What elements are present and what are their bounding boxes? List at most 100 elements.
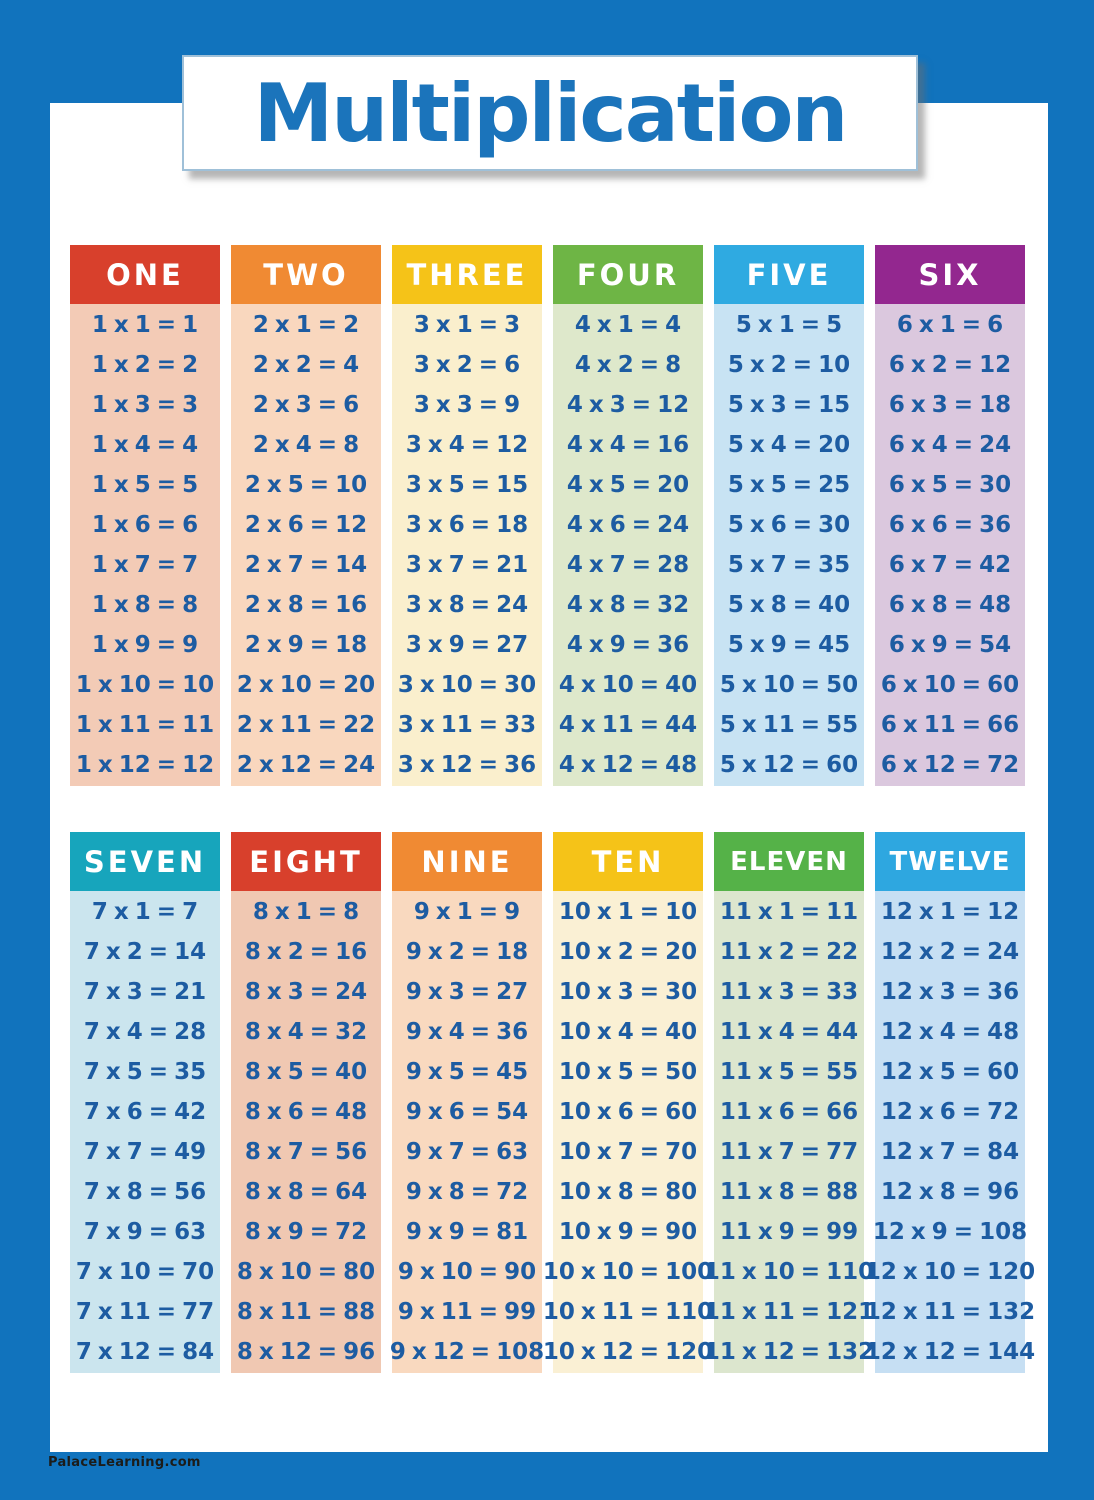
fact-cell: 9 x 7 = 63 [405,1139,529,1165]
fact-cell: 6 x 9 = 54 [888,632,1012,658]
fact-cell: 2 x 4 = 8 [252,432,360,458]
fact-cell: 7 x 11 = 77 [75,1299,215,1325]
fact-cell: 12 x 9 = 108 [872,1219,1028,1245]
fact-cell: 7 x 2 = 14 [83,939,207,965]
fact-cell: 7 x 5 = 35 [83,1059,207,1085]
fact-cell: 9 x 12 = 108 [389,1339,545,1365]
fact-cell: 9 x 1 = 9 [413,899,521,925]
column-twelve: TWELVE 12 x 1 = 12 12 x 2 = 24 12 x 3 = 36 1… [864,832,1036,1373]
fact-cell: 5 x 7 = 35 [727,552,851,578]
column-six-header: SIX [875,245,1025,304]
column-three-header: THREE [392,245,542,304]
fact-cell: 11 x 11 = 121 [703,1299,875,1325]
fact-cell: 2 x 7 = 14 [244,552,368,578]
fact-cell: 10 x 6 = 60 [558,1099,698,1125]
fact-cell: 8 x 9 = 72 [244,1219,368,1245]
fact-cell: 9 x 2 = 18 [405,939,529,965]
column-seven-body: 7 x 1 = 7 7 x 2 = 14 7 x 3 = 21 7 x 4 = 28 7… [70,891,220,1373]
fact-cell: 4 x 4 = 16 [566,432,690,458]
fact-cell: 10 x 7 = 70 [558,1139,698,1165]
fact-cell: 8 x 8 = 64 [244,1179,368,1205]
fact-cell: 3 x 8 = 24 [405,592,529,618]
fact-cell: 12 x 5 = 60 [880,1059,1020,1085]
column-twelve-header: TWELVE [875,832,1025,891]
fact-cell: 5 x 11 = 55 [719,712,859,738]
fact-cell: 12 x 12 = 144 [864,1339,1036,1365]
fact-cell: 7 x 6 = 42 [83,1099,207,1125]
fact-cell: 2 x 10 = 20 [236,672,376,698]
fact-cell: 12 x 6 = 72 [880,1099,1020,1125]
fact-cell: 11 x 6 = 66 [719,1099,859,1125]
fact-cell: 2 x 3 = 6 [252,392,360,418]
fact-cell: 12 x 2 = 24 [880,939,1020,965]
fact-cell: 1 x 5 = 5 [91,472,199,498]
fact-cell: 1 x 6 = 6 [91,512,199,538]
column-eleven: ELEVEN 11 x 1 = 11 11 x 2 = 22 11 x 3 = 33 1… [703,832,875,1373]
fact-cell: 1 x 8 = 8 [91,592,199,618]
fact-cell: 1 x 1 = 1 [91,312,199,338]
fact-cell: 2 x 12 = 24 [236,752,376,778]
column-five-header: FIVE [714,245,864,304]
title-box: Multiplication [182,55,918,171]
column-two-body: 2 x 1 = 2 2 x 2 = 4 2 x 3 = 6 2 x 4 = 8 2 x … [231,304,381,786]
fact-cell: 2 x 5 = 10 [244,472,368,498]
fact-cell: 10 x 1 = 10 [558,899,698,925]
fact-cell: 4 x 8 = 32 [566,592,690,618]
fact-cell: 6 x 7 = 42 [888,552,1012,578]
fact-cell: 5 x 10 = 50 [719,672,859,698]
fact-cell: 5 x 5 = 25 [727,472,851,498]
fact-cell: 1 x 12 = 12 [75,752,215,778]
fact-cell: 7 x 9 = 63 [83,1219,207,1245]
fact-cell: 6 x 4 = 24 [888,432,1012,458]
column-five: FIVE 5 x 1 = 5 5 x 2 = 10 5 x 3 = 15 5 x 4 =… [714,245,864,786]
fact-cell: 3 x 12 = 36 [397,752,537,778]
fact-cell: 4 x 5 = 20 [566,472,690,498]
fact-cell: 4 x 6 = 24 [566,512,690,538]
fact-cell: 3 x 2 = 6 [413,352,521,378]
fact-cell: 7 x 7 = 49 [83,1139,207,1165]
fact-cell: 9 x 6 = 54 [405,1099,529,1125]
fact-cell: 4 x 2 = 8 [574,352,682,378]
fact-cell: 8 x 6 = 48 [244,1099,368,1125]
fact-cell: 8 x 3 = 24 [244,979,368,1005]
fact-cell: 1 x 4 = 4 [91,432,199,458]
fact-cell: 8 x 4 = 32 [244,1019,368,1045]
column-eleven-body: 11 x 1 = 11 11 x 2 = 22 11 x 3 = 33 11 x 4 … [703,891,875,1373]
fact-cell: 3 x 4 = 12 [405,432,529,458]
fact-cell: 9 x 8 = 72 [405,1179,529,1205]
fact-cell: 11 x 7 = 77 [719,1139,859,1165]
column-seven: SEVEN 7 x 1 = 7 7 x 2 = 14 7 x 3 = 21 7 x 4 … [70,832,220,1373]
column-nine-header: NINE [392,832,542,891]
column-two-header: TWO [231,245,381,304]
fact-cell: 12 x 7 = 84 [880,1139,1020,1165]
fact-cell: 1 x 7 = 7 [91,552,199,578]
fact-cell: 5 x 1 = 5 [735,312,843,338]
column-eleven-header: ELEVEN [714,832,864,891]
fact-cell: 10 x 4 = 40 [558,1019,698,1045]
fact-cell: 3 x 7 = 21 [405,552,529,578]
fact-cell: 6 x 10 = 60 [880,672,1020,698]
fact-cell: 12 x 1 = 12 [880,899,1020,925]
fact-cell: 9 x 10 = 90 [397,1259,537,1285]
column-four-header: FOUR [553,245,703,304]
fact-cell: 2 x 8 = 16 [244,592,368,618]
fact-cell: 3 x 6 = 18 [405,512,529,538]
fact-cell: 3 x 3 = 9 [413,392,521,418]
fact-cell: 12 x 8 = 96 [880,1179,1020,1205]
fact-cell: 1 x 9 = 9 [91,632,199,658]
fact-cell: 4 x 9 = 36 [566,632,690,658]
fact-cell: 8 x 2 = 16 [244,939,368,965]
fact-cell: 11 x 5 = 55 [719,1059,859,1085]
column-one-header: ONE [70,245,220,304]
fact-cell: 1 x 10 = 10 [75,672,215,698]
fact-cell: 12 x 11 = 132 [864,1299,1036,1325]
column-ten-body: 10 x 1 = 10 10 x 2 = 20 10 x 3 = 30 10 x 4 … [543,891,713,1373]
column-six: SIX 6 x 1 = 6 6 x 2 = 12 6 x 3 = 18 6 x 4 = … [875,245,1025,786]
fact-cell: 3 x 10 = 30 [397,672,537,698]
fact-cell: 7 x 10 = 70 [75,1259,215,1285]
fact-cell: 12 x 4 = 48 [880,1019,1020,1045]
fact-cell: 5 x 2 = 10 [727,352,851,378]
fact-cell: 4 x 3 = 12 [566,392,690,418]
